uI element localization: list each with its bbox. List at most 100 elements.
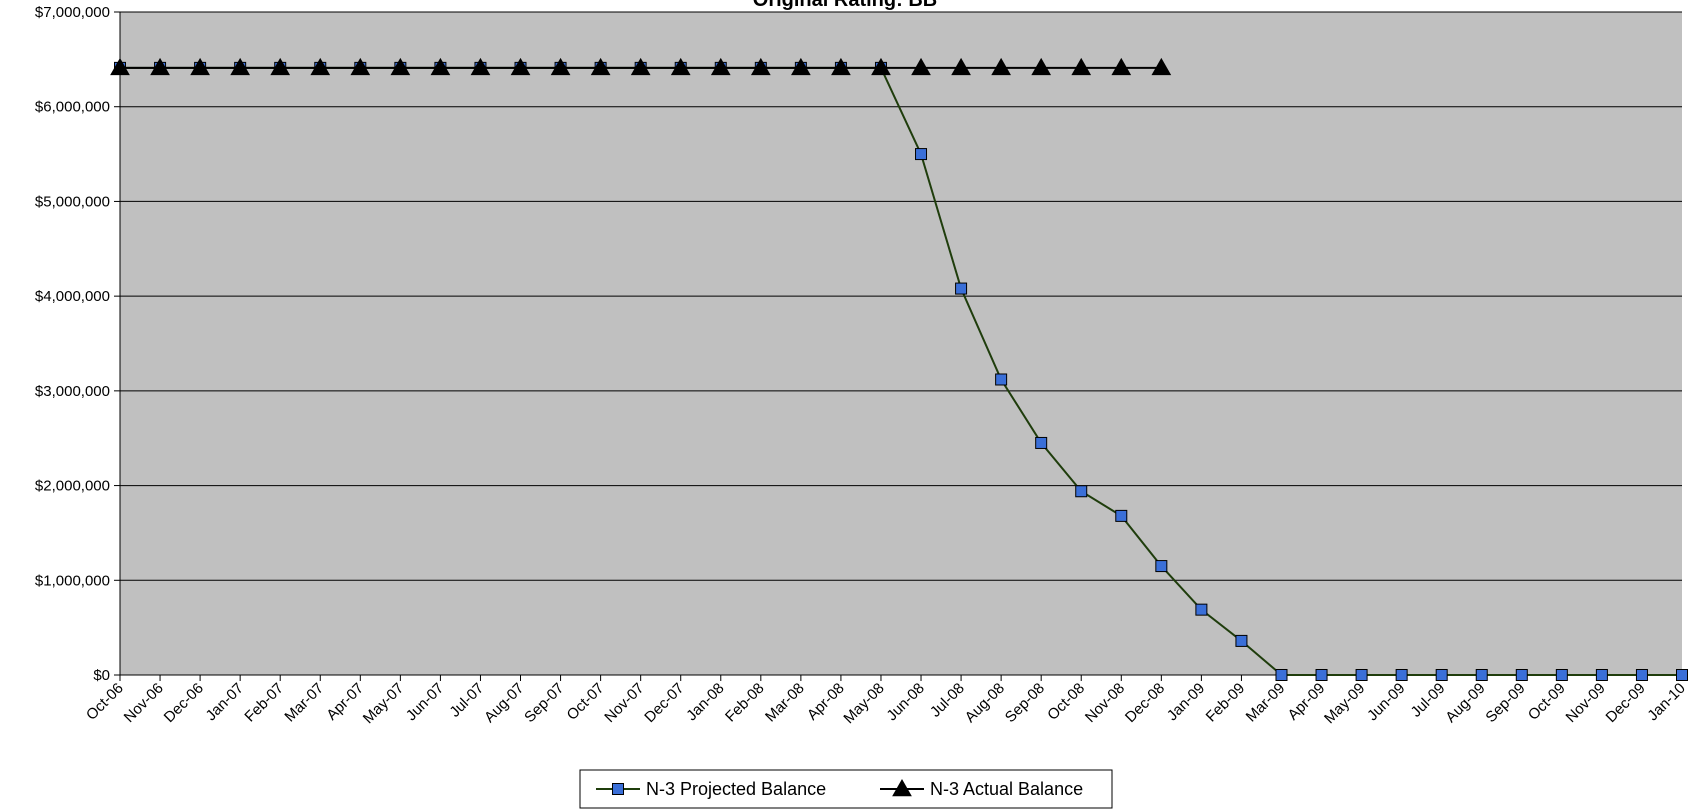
data-point-triangle bbox=[791, 57, 811, 76]
data-point-triangle bbox=[991, 57, 1011, 76]
data-point-triangle bbox=[1151, 57, 1172, 76]
plot-area bbox=[120, 12, 1682, 675]
x-tick-label: Sep-09 bbox=[1482, 680, 1528, 726]
y-axis: $0 $1,000,000 $2,000,000 $3,000,000 $4,000,0… bbox=[35, 4, 121, 684]
data-point-square bbox=[1075, 485, 1088, 498]
x-tick-label: Mar-08 bbox=[762, 680, 808, 726]
x-tick-label: Jan-08 bbox=[683, 680, 727, 724]
data-point-triangle bbox=[871, 57, 891, 76]
x-tick-label: Dec-08 bbox=[1122, 680, 1168, 726]
x-tick-label: Mar-09 bbox=[1243, 680, 1289, 726]
x-tick-label: Oct-06 bbox=[83, 680, 127, 724]
y-tick-label: $4,000,000 bbox=[35, 288, 110, 305]
data-point-triangle bbox=[310, 57, 331, 76]
data-point-square bbox=[1676, 669, 1688, 681]
x-tick-label: Sep-08 bbox=[1002, 680, 1048, 726]
x-tick-label: May-08 bbox=[840, 680, 887, 727]
legend-item: N-3 Actual Balance bbox=[880, 778, 1083, 799]
series-2 bbox=[110, 57, 1172, 76]
data-point-triangle bbox=[630, 57, 651, 76]
data-point-triangle bbox=[470, 57, 491, 76]
data-point-square bbox=[1475, 669, 1488, 681]
x-tick-label: Jun-09 bbox=[1364, 680, 1408, 724]
y-tick-label: $6,000,000 bbox=[35, 99, 110, 116]
data-point-triangle bbox=[831, 57, 851, 76]
x-tick-label: Mar-07 bbox=[281, 680, 327, 726]
data-point-square bbox=[1315, 669, 1328, 681]
data-point-triangle bbox=[350, 57, 371, 76]
y-tick-label: $3,000,000 bbox=[35, 383, 110, 400]
data-point-triangle bbox=[710, 57, 731, 76]
x-tick-label: Nov-08 bbox=[1082, 680, 1128, 726]
legend-box bbox=[579, 769, 1113, 809]
x-tick-label: Nov-09 bbox=[1563, 680, 1609, 726]
data-point-square bbox=[1515, 669, 1528, 681]
x-tick-label: Jan-09 bbox=[1164, 680, 1208, 724]
x-tick-label: Nov-06 bbox=[121, 680, 167, 726]
x-tick-label: Feb-08 bbox=[722, 680, 768, 726]
data-point-square bbox=[1235, 634, 1248, 647]
data-point-triangle bbox=[590, 57, 611, 76]
y-tick-label: $2,000,000 bbox=[35, 478, 110, 495]
data-point-triangle bbox=[550, 57, 571, 76]
y-tick-label: $7,000,000 bbox=[35, 4, 110, 21]
x-tick-label: Jun-07 bbox=[403, 680, 447, 724]
chart-title: Original Rating: BB bbox=[753, 0, 937, 11]
legend-marker bbox=[892, 778, 912, 797]
x-tick-label: Aug-09 bbox=[1442, 680, 1488, 726]
data-point-square bbox=[955, 282, 968, 295]
y-tick-label: $5,000,000 bbox=[35, 193, 110, 210]
data-point-square bbox=[1595, 669, 1608, 681]
data-point-square bbox=[1275, 669, 1288, 681]
x-axis: Oct-06Nov-06Dec-06Jan-07Feb-07Mar-07Apr-… bbox=[83, 674, 1689, 727]
y-tick-label: $1,000,000 bbox=[35, 572, 110, 589]
legend-marker bbox=[612, 783, 624, 795]
x-tick-label: Dec-07 bbox=[641, 680, 687, 726]
data-point-triangle bbox=[190, 57, 210, 76]
data-point-square bbox=[995, 373, 1008, 386]
x-tick-label: Dec-09 bbox=[1603, 680, 1649, 726]
data-point-triangle bbox=[951, 57, 971, 76]
data-point-square bbox=[1435, 669, 1448, 681]
x-tick-label: Jun-08 bbox=[883, 680, 927, 724]
legend-item: N-3 Projected Balance bbox=[596, 779, 826, 799]
data-point-triangle bbox=[1031, 57, 1052, 76]
x-tick-label: Feb-07 bbox=[241, 680, 287, 726]
legend: N-3 Projected Balance N-3 Actual Balance bbox=[579, 769, 1113, 809]
data-point-triangle bbox=[390, 57, 411, 76]
data-point-square bbox=[1195, 603, 1208, 616]
data-point-square bbox=[1635, 669, 1648, 681]
x-tick-label: Jan-10 bbox=[1644, 680, 1688, 724]
data-point-square bbox=[915, 148, 928, 161]
x-tick-label: Jan-07 bbox=[203, 680, 247, 724]
data-point-triangle bbox=[911, 57, 931, 76]
x-tick-label: Feb-09 bbox=[1203, 680, 1249, 726]
data-point-square bbox=[1155, 560, 1168, 573]
y-tick-label: $0 bbox=[93, 667, 110, 684]
legend-label: N-3 Actual Balance bbox=[930, 779, 1083, 799]
x-tick-label: Dec-06 bbox=[161, 680, 207, 726]
data-point-triangle bbox=[230, 57, 251, 76]
x-tick-label: Aug-08 bbox=[962, 680, 1008, 726]
data-point-square bbox=[1035, 436, 1048, 449]
data-point-square bbox=[1395, 669, 1408, 681]
series-layer bbox=[110, 57, 1688, 681]
data-point-triangle bbox=[750, 57, 771, 76]
data-point-triangle bbox=[670, 57, 691, 76]
data-point-triangle bbox=[150, 57, 170, 76]
data-point-square bbox=[1555, 669, 1568, 681]
x-tick-label: May-07 bbox=[360, 680, 407, 727]
data-point-triangle bbox=[510, 57, 531, 76]
x-tick-label: Nov-07 bbox=[601, 680, 647, 726]
data-point-triangle bbox=[1071, 57, 1092, 76]
x-tick-label: Oct-08 bbox=[1044, 680, 1088, 724]
legend-label: N-3 Projected Balance bbox=[646, 779, 826, 799]
data-point-triangle bbox=[110, 57, 130, 76]
data-point-square bbox=[1115, 509, 1128, 522]
data-point-triangle bbox=[430, 57, 451, 76]
data-point-square bbox=[1355, 669, 1368, 681]
data-point-triangle bbox=[1111, 57, 1132, 76]
data-point-triangle bbox=[270, 57, 291, 76]
x-tick-label: May-09 bbox=[1321, 680, 1368, 727]
